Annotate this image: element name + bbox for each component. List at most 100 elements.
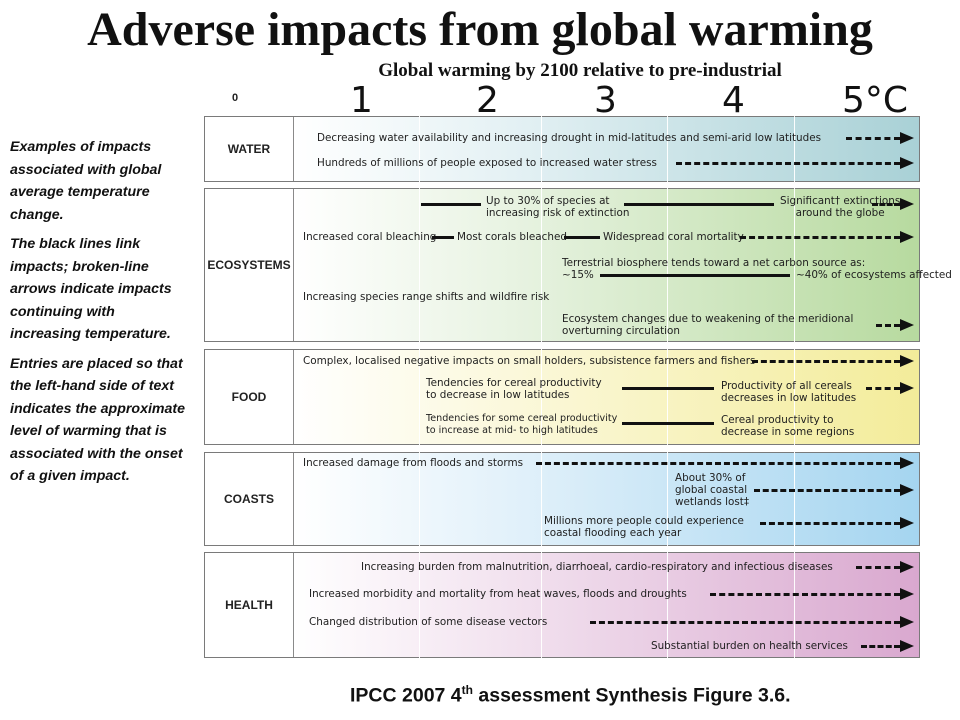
eco-species-line-a: [421, 203, 481, 206]
food-all-cereals-line2: decreases in low latitudes: [721, 392, 857, 404]
health-services-arrow: [900, 640, 914, 652]
eco-corals-bleached: Most corals bleached: [457, 231, 567, 243]
gridline-2: [541, 110, 542, 658]
sector-ecosystems: ECOSYSTEMS: [204, 188, 920, 342]
page-title: Adverse impacts from global warming: [87, 3, 873, 56]
sector-label-ecosystems: ECOSYSTEMS: [205, 189, 294, 341]
coasts-flooding-arrow: [900, 517, 914, 529]
coasts-wetlands-line1: About 30% of: [675, 472, 746, 484]
food-localised-impacts: Complex, localised negative impacts on s…: [303, 355, 756, 367]
eco-species-risk-line1: Up to 30% of species at: [486, 195, 610, 207]
health-disease-vectors: Changed distribution of some disease vec…: [309, 616, 548, 628]
gridline-4: [794, 110, 795, 658]
coasts-gradient: [293, 453, 919, 545]
water-impact-2-arrow: [900, 157, 914, 169]
sector-label-food: FOOD: [205, 350, 294, 444]
health-gradient: [293, 553, 919, 657]
scale-label-4: 4: [722, 80, 745, 121]
food-cereal-decrease-line2: to decrease in low latitudes: [426, 389, 570, 401]
sector-health: HEALTH: [204, 552, 920, 658]
eco-coral-bleaching: Increased coral bleaching: [303, 231, 437, 243]
explanatory-notes: Examples of impacts associated with glob…: [10, 136, 188, 495]
water-impact-2-dashes: [676, 162, 900, 165]
eco-extinctions-line2: around the globe: [795, 207, 885, 219]
water-impact-1-dashes: [846, 137, 900, 140]
sector-coasts: COASTS: [204, 452, 920, 546]
health-malnutrition-burden: Increasing burden from malnutrition, dia…: [361, 561, 833, 573]
food-gradient: [293, 350, 919, 444]
coasts-flooding-line1: Millions more people could experience: [544, 515, 744, 527]
eco-extinctions-dashes: [872, 203, 900, 206]
health-vectors-dashes: [590, 621, 900, 624]
health-malnutrition-dashes: [856, 566, 900, 569]
ecosystems-gradient: [293, 189, 919, 341]
water-impact-1-arrow: [900, 132, 914, 144]
gridline-1: [419, 110, 420, 658]
eco-carbon-15: ~15%: [562, 269, 594, 281]
eco-extinctions-line1: Significant† extinctions: [780, 195, 901, 207]
note-3: Entries are placed so that the left-hand…: [10, 355, 186, 485]
eco-coral-arrow: [900, 231, 914, 243]
eco-moc-line2: overturning circulation: [562, 325, 680, 337]
gridline-3: [667, 110, 668, 658]
coasts-wetlands-dashes: [754, 489, 900, 492]
eco-moc-arrow: [900, 319, 914, 331]
food-cereal-decrease-tendency: Tendencies for cereal productivity to de…: [426, 377, 602, 401]
eco-species-risk: Up to 30% of species at increasing risk …: [486, 195, 630, 219]
citation-main: IPCC 2007 4: [350, 684, 462, 707]
health-services-dashes: [861, 645, 900, 648]
food-cereal-decrease-line1: Tendencies for cereal productivity: [426, 377, 602, 389]
coasts-flood-dashes: [536, 462, 900, 465]
health-heatwave-dashes: [710, 593, 900, 596]
scale-label-2: 2: [476, 80, 499, 121]
health-vectors-arrow: [900, 616, 914, 628]
food-cereal-link-b: [622, 422, 714, 425]
coasts-flood-arrow: [900, 457, 914, 469]
food-all-cereals-dashes: [866, 387, 900, 390]
eco-carbon-40: ~40% of ecosystems affected: [796, 269, 952, 281]
sector-label-water: WATER: [205, 117, 294, 181]
eco-coral-line-a: [432, 236, 454, 239]
sector-label-health: HEALTH: [205, 553, 294, 657]
sector-label-coasts: COASTS: [205, 453, 294, 545]
coasts-wetlands-line3: wetlands lost‡: [675, 496, 750, 508]
eco-moc-dashes: [876, 324, 900, 327]
coasts-wetlands-line2: global coastal: [675, 484, 748, 496]
scale-label-5: 5°C: [842, 80, 909, 121]
food-cereal-regions-line1: Cereal productivity to: [721, 414, 834, 426]
eco-coral-dashes: [740, 236, 900, 239]
food-all-cereals-line1: Productivity of all cereals: [721, 380, 852, 392]
coasts-wetlands-arrow: [900, 484, 914, 496]
page-subtitle: Global warming by 2100 relative to pre-i…: [378, 60, 782, 81]
scale-label-1: 1: [350, 80, 373, 121]
eco-coral-mortality: Widespread coral mortality: [603, 231, 744, 243]
health-heatwave-arrow: [900, 588, 914, 600]
eco-coral-line-b: [564, 236, 600, 239]
eco-extinctions: Significant† extinctions around the glob…: [780, 195, 900, 219]
coasts-flood-damage: Increased damage from floods and storms: [303, 457, 523, 469]
eco-species-risk-line2: increasing risk of extinction: [486, 207, 630, 219]
coasts-flooding-line2: coastal flooding each year: [544, 527, 682, 539]
eco-moc-changes: Ecosystem changes due to weakening of th…: [562, 313, 853, 337]
food-localised-arrow: [900, 355, 914, 367]
eco-extinctions-arrow: [900, 198, 914, 210]
citation-superscript: th: [461, 683, 473, 697]
eco-range-shifts: Increasing species range shifts and wild…: [303, 291, 550, 303]
sector-water: WATER: [204, 116, 920, 182]
scale-label-0: 0: [232, 92, 239, 104]
coasts-wetlands-lost: About 30% of global coastal wetlands los…: [675, 472, 749, 508]
coasts-flooding-dashes: [760, 522, 900, 525]
water-impact-2: Hundreds of millions of people exposed t…: [317, 157, 657, 169]
food-cereal-link-a: [622, 387, 714, 390]
health-heatwave-morbidity: Increased morbidity and mortality from h…: [309, 588, 687, 600]
health-services-burden: Substantial burden on health services: [651, 640, 848, 652]
food-localised-dashes: [752, 360, 900, 363]
food-cereal-increase-line2: to increase at mid- to high latitudes: [426, 425, 598, 436]
eco-carbon-line: [600, 274, 790, 277]
food-all-cereals: Productivity of all cereals decreases in…: [721, 380, 856, 404]
eco-carbon-source: Terrestrial biosphere tends toward a net…: [562, 257, 866, 269]
scale-label-3: 3: [594, 80, 617, 121]
food-cereal-increase-tendency: Tendencies for some cereal productivity …: [426, 413, 617, 437]
food-cereal-increase-line1: Tendencies for some cereal productivity: [426, 413, 618, 424]
source-citation: IPCC 2007 4th assessment Synthesis Figur…: [350, 683, 791, 708]
